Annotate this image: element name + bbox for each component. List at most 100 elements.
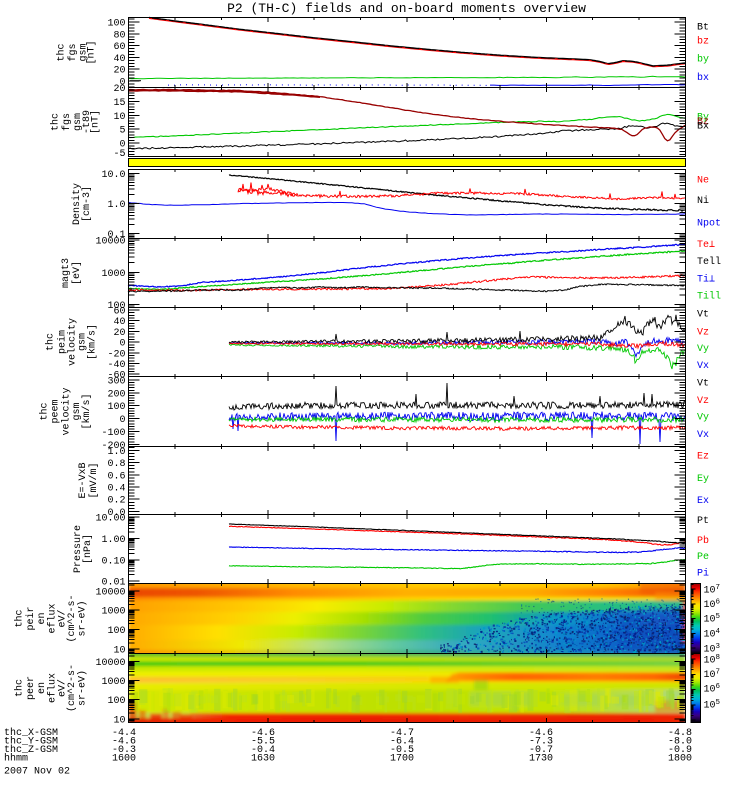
svg-text:thc_X-GSM: thc_X-GSM (4, 727, 58, 739)
svg-text:20: 20 (113, 66, 125, 77)
svg-text:1000: 1000 (101, 607, 125, 618)
svg-text:20: 20 (113, 84, 125, 95)
svg-text:sr-eV): sr-eV) (77, 600, 89, 636)
svg-text:velocity: velocity (61, 387, 73, 435)
svg-text:magt3: magt3 (61, 258, 72, 288)
svg-text:0: 0 (119, 78, 125, 89)
svg-text:eflux: eflux (47, 603, 59, 633)
svg-text:[cm-3]: [cm-3] (81, 186, 93, 222)
svg-text:-20: -20 (107, 349, 125, 360)
svg-text:bx: bx (697, 72, 709, 84)
svg-text:1000: 1000 (101, 269, 125, 280)
svg-text:-4.6: -4.6 (251, 728, 275, 739)
svg-text:1.0: 1.0 (107, 447, 125, 458)
svg-text:[eV]: [eV] (71, 261, 83, 285)
svg-text:-0.4: -0.4 (251, 745, 275, 756)
svg-text:[mV/m]: [mV/m] (88, 462, 100, 498)
svg-text:hhmm: hhmm (4, 753, 28, 765)
svg-text:-200: -200 (101, 441, 125, 452)
svg-text:Ni: Ni (697, 195, 709, 207)
svg-text:10: 10 (113, 715, 125, 726)
svg-text:Ne: Ne (697, 175, 709, 186)
svg-text:Vy: Vy (697, 344, 709, 355)
svg-text:60: 60 (113, 307, 125, 318)
svg-text:Pressure: Pressure (73, 525, 84, 573)
svg-text:(cm^2-s-: (cm^2-s- (66, 594, 78, 642)
svg-text:100: 100 (107, 19, 125, 30)
svg-text:-100: -100 (101, 428, 125, 439)
svg-text:thc: thc (56, 43, 68, 61)
svg-text:Vx: Vx (697, 430, 709, 441)
svg-text:Vt: Vt (697, 379, 709, 390)
svg-text:10.0: 10.0 (101, 170, 125, 181)
svg-text:-5.5: -5.5 (251, 737, 275, 748)
svg-text:1000: 1000 (101, 677, 125, 688)
svg-text:Vt: Vt (697, 310, 709, 321)
svg-text:40: 40 (113, 54, 125, 65)
svg-text:20: 20 (113, 328, 125, 339)
svg-text:Pi: Pi (697, 568, 709, 580)
svg-text:-4.6: -4.6 (112, 737, 136, 748)
svg-text:10000: 10000 (95, 237, 125, 248)
svg-text:60: 60 (113, 42, 125, 53)
svg-text:Bz: Bz (697, 117, 709, 128)
svg-text:15: 15 (113, 98, 125, 109)
svg-text:thc: thc (50, 113, 62, 131)
svg-text:P2 (TH-C) fields and on-board: P2 (TH-C) fields and on-board moments ov… (227, 1, 586, 16)
svg-text:0.1: 0.1 (107, 230, 125, 241)
svg-text:100: 100 (107, 626, 125, 637)
svg-text:-0.9: -0.9 (668, 745, 692, 756)
svg-text:10000: 10000 (95, 658, 125, 669)
svg-text:0: 0 (119, 339, 125, 350)
svg-text:peir: peir (25, 606, 37, 630)
svg-text:40: 40 (113, 317, 125, 328)
svg-text:eflux: eflux (47, 673, 59, 703)
svg-text:en: en (37, 612, 48, 624)
svg-text:2007 Nov 02: 2007 Nov 02 (4, 767, 70, 778)
svg-text:10000: 10000 (95, 587, 125, 598)
svg-text:10: 10 (113, 112, 125, 123)
svg-text:-4.6: -4.6 (529, 728, 553, 739)
svg-text:Vy: Vy (697, 413, 709, 424)
svg-text:Tell: Tell (697, 256, 721, 268)
svg-text:gsm: gsm (77, 333, 88, 351)
svg-text:1630: 1630 (251, 754, 275, 765)
svg-text:0.6: 0.6 (107, 471, 125, 482)
svg-text:E=-VxB: E=-VxB (78, 462, 89, 498)
svg-text:Vz: Vz (697, 327, 709, 338)
svg-text:0.10: 0.10 (101, 556, 125, 567)
svg-text:thc: thc (39, 402, 51, 420)
svg-text:0.2: 0.2 (107, 496, 125, 507)
svg-text:5: 5 (119, 126, 125, 137)
svg-text:Ex: Ex (697, 496, 709, 507)
svg-text:-8.0: -8.0 (668, 737, 692, 748)
svg-text:1.00: 1.00 (101, 535, 125, 546)
svg-text:10: 10 (113, 645, 125, 656)
svg-text:[nPa]: [nPa] (82, 534, 94, 564)
svg-text:-40: -40 (107, 360, 125, 371)
svg-text:eV/: eV/ (56, 609, 68, 627)
svg-text:peem: peem (51, 399, 62, 423)
svg-text:Bt: Bt (697, 22, 709, 33)
svg-text:0: 0 (119, 415, 125, 426)
svg-text:en: en (37, 682, 48, 694)
svg-text:-0.3: -0.3 (112, 745, 136, 756)
svg-text:gsm: gsm (72, 402, 83, 420)
svg-text:-7.3: -7.3 (529, 737, 553, 748)
svg-text:[nT]: [nT] (90, 110, 102, 134)
svg-text:300: 300 (107, 376, 125, 387)
svg-text:eV/: eV/ (56, 679, 68, 697)
svg-text:200: 200 (107, 389, 125, 400)
svg-text:-t89: -t89 (82, 110, 93, 134)
svg-text:[km/s]: [km/s] (81, 393, 93, 429)
svg-text:peer: peer (26, 676, 37, 700)
svg-text:gsm: gsm (78, 43, 89, 61)
svg-text:Vz: Vz (697, 396, 709, 407)
svg-text:bz: bz (697, 35, 709, 47)
svg-text:0.01: 0.01 (101, 578, 125, 589)
svg-text:(cm^2-s-: (cm^2-s- (66, 664, 78, 712)
svg-text:fgs: fgs (67, 43, 79, 61)
svg-text:peim: peim (56, 330, 68, 354)
svg-text:1600: 1600 (112, 754, 136, 765)
svg-text:thc: thc (14, 679, 26, 697)
